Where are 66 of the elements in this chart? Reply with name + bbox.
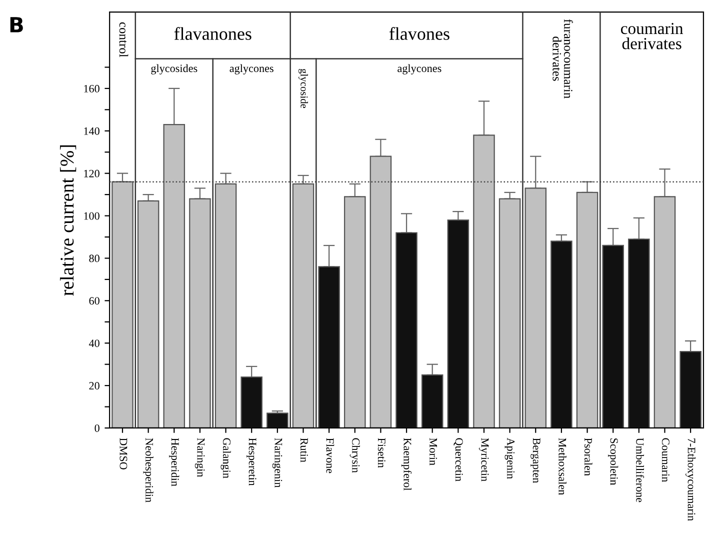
x-tick-label: Coumarin: [662, 438, 670, 482]
bar: [473, 134, 495, 428]
bar: [214, 183, 237, 428]
x-tick-label: Fisetin: [378, 438, 386, 468]
x-tick-label: 7-Ethoxycoumarin: [686, 438, 696, 521]
y-tick-label: 140: [84, 127, 100, 135]
x-tick-label: Morin: [430, 438, 438, 466]
x-tick-label: Hesperidin: [169, 438, 180, 486]
y-tick-label: 0: [94, 424, 100, 432]
bar: [628, 238, 650, 428]
bar: [602, 244, 624, 428]
y-tick-label: 80: [89, 254, 100, 262]
y-axis-title: relative current [%]: [60, 145, 76, 296]
y-tick-label: 40: [88, 340, 100, 348]
x-tick-label: Kaempferol: [401, 438, 412, 491]
bar: [576, 192, 598, 428]
annotation: flavones: [389, 27, 450, 40]
x-tick-label: Hesperetin: [246, 438, 256, 486]
annotation: flavanones: [174, 27, 252, 40]
annotation: coumarin derivates: [620, 22, 684, 50]
chart-title: B: [10, 17, 23, 32]
bar: [189, 198, 211, 428]
y-tick-label: 60: [89, 297, 100, 305]
annotation: control: [119, 22, 128, 58]
bar: [318, 266, 340, 428]
x-tick-label: Rutin: [300, 438, 308, 462]
y-tick-label: 120: [84, 170, 100, 178]
annotation: glycosides: [151, 64, 198, 74]
x-tick-label: Naringin: [194, 438, 205, 478]
x-tick-label: Flavone: [326, 438, 334, 474]
x-tick-label: Methoxsalen: [558, 438, 566, 495]
x-tick-label: Neohesperidin: [143, 438, 154, 502]
bar: [112, 181, 134, 428]
bar: [240, 376, 262, 428]
annotation: aglycones: [230, 64, 274, 74]
bar: [370, 156, 392, 428]
x-tick-label: Apigenin: [504, 438, 515, 479]
bar: [550, 240, 572, 428]
x-tick-label: Umbelliferone: [636, 438, 644, 502]
x-tick-label: Chrysin: [350, 438, 360, 473]
bar: [654, 196, 676, 428]
x-tick-label: Bergapten: [530, 438, 540, 484]
x-tick-label: Quercetin: [454, 438, 463, 482]
bar: [344, 196, 366, 428]
bar: [421, 374, 444, 428]
y-tick-label: 20: [89, 382, 100, 390]
x-tick-label: Galangin: [220, 438, 231, 478]
bar: [680, 351, 702, 428]
bar: [447, 219, 470, 428]
annotation: furanocoumarin derivates: [552, 19, 573, 98]
x-tick-label: Psoralen: [584, 438, 592, 476]
bar: [524, 188, 547, 428]
bar: [163, 124, 186, 428]
bar: [292, 183, 314, 428]
bar: [266, 412, 288, 428]
x-tick-label: DMSO: [120, 438, 128, 470]
x-tick-label: Myricetin: [478, 438, 489, 482]
bar: [498, 198, 521, 428]
bar: [137, 200, 160, 428]
bar: [396, 232, 418, 428]
y-tick-label: 100: [84, 212, 100, 220]
y-tick-label: 160: [84, 84, 100, 92]
annotation: glycoside: [298, 68, 308, 108]
annotation: aglycones: [398, 64, 442, 74]
x-tick-label: Naringenin: [272, 438, 282, 488]
x-tick-label: Scopoletin: [608, 438, 618, 486]
